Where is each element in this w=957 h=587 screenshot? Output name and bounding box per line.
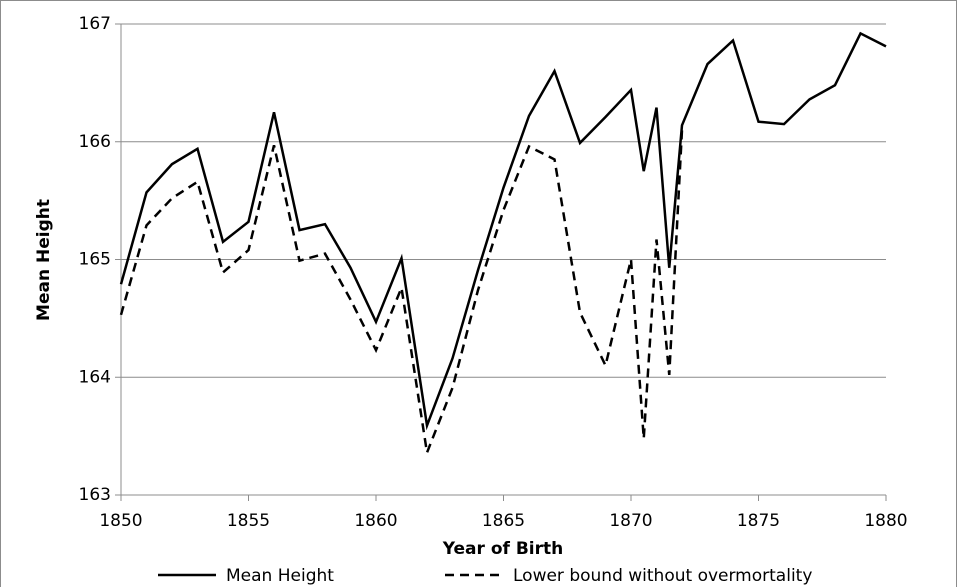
x-tick-label: 1855: [227, 511, 270, 531]
x-tick-label: 1850: [99, 511, 142, 531]
x-tick-label: 1880: [864, 511, 907, 531]
x-axis-label: Year of Birth: [442, 539, 563, 559]
y-tick-label: 164: [79, 367, 111, 387]
y-tick-label: 166: [79, 132, 111, 152]
y-tick-label: 165: [79, 250, 111, 270]
x-tick-label: 1860: [354, 511, 397, 531]
x-tick-label: 1875: [737, 511, 780, 531]
x-tick-label: 1870: [609, 511, 652, 531]
legend-label: Lower bound without overmortality: [513, 566, 812, 586]
y-axis-label: Mean Height: [34, 199, 54, 321]
x-tick-label: 1865: [482, 511, 525, 531]
legend-label: Mean Height: [226, 566, 334, 586]
y-tick-label: 167: [79, 14, 111, 34]
y-tick-label: 163: [79, 485, 111, 505]
line-series: [119, 31, 887, 431]
